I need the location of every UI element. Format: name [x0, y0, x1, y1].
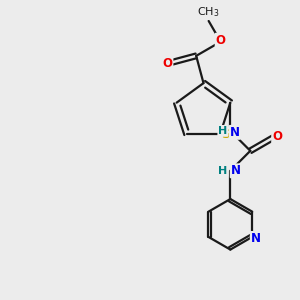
- Text: CH$_3$: CH$_3$: [197, 6, 220, 20]
- Text: N: N: [230, 126, 240, 139]
- Text: O: O: [272, 130, 282, 143]
- Text: H: H: [218, 166, 227, 176]
- Text: H: H: [218, 126, 227, 136]
- Text: O: O: [216, 34, 226, 47]
- Text: S: S: [221, 128, 230, 141]
- Text: O: O: [162, 57, 172, 70]
- Text: N: N: [251, 232, 261, 245]
- Text: N: N: [231, 164, 241, 177]
